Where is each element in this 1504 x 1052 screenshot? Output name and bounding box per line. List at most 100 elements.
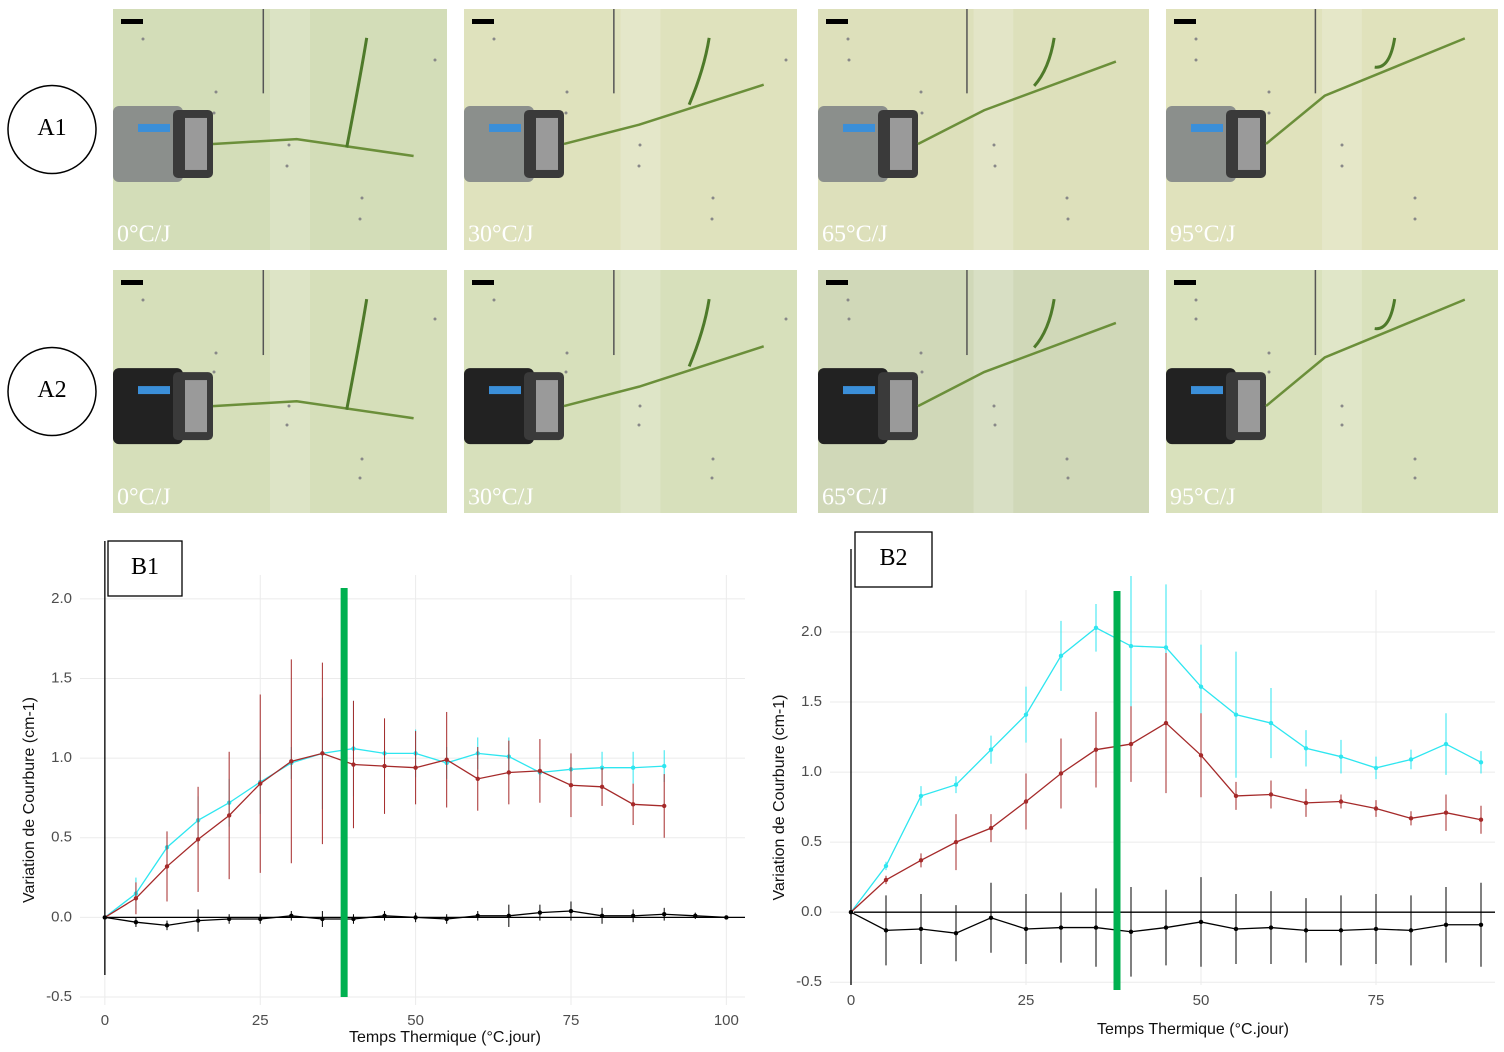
photo: 65°C/J — [818, 270, 1149, 513]
scale-bar — [1174, 280, 1196, 285]
dot — [1340, 404, 1344, 408]
stem — [917, 60, 1117, 146]
point — [1443, 741, 1449, 747]
point — [918, 858, 924, 863]
dot — [638, 404, 642, 408]
y-axis-title: Variation de Courbure (cm-1) — [771, 694, 788, 900]
point — [1163, 925, 1169, 930]
dot — [492, 37, 496, 41]
x-tick-label: 75 — [563, 1012, 580, 1029]
pot — [1166, 368, 1236, 445]
point — [988, 747, 994, 752]
point — [1163, 645, 1169, 650]
point — [1058, 653, 1064, 659]
dot — [212, 111, 216, 115]
point — [599, 784, 605, 790]
point — [1093, 625, 1099, 631]
point — [537, 768, 543, 774]
dot — [1066, 476, 1070, 480]
point — [848, 909, 854, 915]
point — [1268, 925, 1274, 930]
tape — [1191, 123, 1223, 132]
pot — [113, 368, 183, 445]
dot — [433, 317, 437, 321]
point — [382, 913, 387, 919]
point — [475, 913, 480, 919]
point — [382, 763, 387, 769]
y-tick-label: 1.5 — [801, 693, 822, 710]
photo-label: 65°C/J — [822, 222, 888, 248]
dot — [846, 37, 850, 41]
scale-bar — [121, 280, 143, 285]
panel-box — [107, 540, 183, 597]
dot — [784, 58, 788, 62]
dot — [1413, 196, 1417, 200]
point — [133, 919, 139, 925]
point — [1128, 643, 1134, 649]
photo-label: 0°C/J — [117, 485, 171, 511]
pot — [818, 368, 888, 445]
point — [1198, 684, 1204, 689]
dot — [214, 351, 218, 355]
row-badge — [7, 84, 97, 175]
panel-strip — [973, 9, 1014, 250]
dot — [1267, 111, 1271, 115]
stem — [563, 345, 765, 408]
tape — [1191, 386, 1223, 395]
y-tick-label: 0.5 — [51, 829, 72, 846]
photo: 95°C/J — [1166, 270, 1498, 513]
dot — [565, 351, 569, 355]
point — [1023, 926, 1029, 932]
point — [413, 915, 418, 920]
panel-strip — [620, 270, 661, 513]
dot — [1065, 457, 1069, 461]
point — [1373, 806, 1379, 811]
panel-label: B1 — [131, 554, 159, 580]
y-tick-label: 2.0 — [51, 590, 72, 607]
point — [883, 863, 889, 869]
point — [320, 916, 325, 922]
point — [953, 930, 959, 936]
point — [918, 926, 924, 932]
dot — [1340, 164, 1344, 168]
point — [1478, 760, 1484, 765]
dot — [919, 90, 923, 94]
point — [1023, 799, 1029, 804]
dot — [1194, 298, 1198, 302]
pot-face — [890, 117, 912, 170]
dot — [847, 317, 851, 321]
pot-face — [890, 380, 912, 433]
tape — [489, 123, 521, 132]
dot — [1194, 37, 1198, 41]
x-axis-title: Temps Thermique (°C.jour) — [349, 1029, 541, 1046]
point — [883, 928, 889, 933]
point — [1443, 810, 1449, 815]
point — [1093, 925, 1099, 930]
y-tick-label: 1.0 — [801, 763, 822, 780]
photo: 30°C/J — [464, 9, 797, 250]
y-tick-label: -0.5 — [46, 988, 72, 1005]
pot — [818, 105, 888, 182]
x-tick-label: 25 — [1018, 992, 1035, 1009]
photo-label: 95°C/J — [1170, 485, 1236, 511]
scale-bar — [1174, 19, 1196, 24]
pot-face — [536, 380, 558, 433]
dot — [1267, 90, 1271, 94]
leaf — [687, 37, 711, 106]
dot — [565, 90, 569, 94]
point — [1338, 754, 1344, 759]
point — [1303, 746, 1309, 751]
dot — [847, 58, 851, 62]
point — [506, 913, 512, 919]
tape — [843, 123, 875, 132]
dot — [360, 457, 364, 461]
pot-face — [1238, 117, 1260, 170]
pot-face — [1238, 380, 1260, 433]
chart: 2.0 1.5 1.0 0.5 0.0 -0.5 0 25 50 75 Temps Thermiqu… — [771, 531, 1495, 1038]
dot — [1340, 423, 1344, 427]
point — [662, 912, 667, 917]
point — [1093, 747, 1099, 752]
point — [1233, 712, 1239, 717]
